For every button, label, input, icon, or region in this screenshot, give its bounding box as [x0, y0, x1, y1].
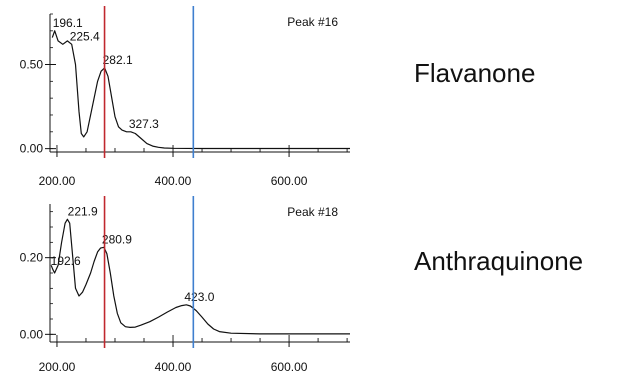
- peak-id-label: Peak #16: [287, 15, 338, 29]
- spectrum-line: [51, 30, 350, 150]
- peak-annotation: 280.9: [102, 232, 132, 246]
- spectrum-line: [50, 218, 350, 335]
- peak-id-label: Peak #18: [287, 205, 338, 219]
- peak-annotation: 221.9: [68, 204, 98, 218]
- x-tick-label: 600.00: [271, 174, 308, 188]
- y-tick-label: 0.20: [20, 251, 44, 265]
- chart-panel-flavanone: 0.00 0.50 200.00 400.00 600.00 196.1225.4282.…: [20, 6, 350, 188]
- peak-annotation: 282.1: [103, 53, 133, 67]
- peak-annotation: 327.3: [129, 117, 159, 131]
- y-tick-label: 0.00: [20, 327, 44, 341]
- chart-panel-anthraquinone: 0.00 0.20 200.00 400.00 600.00 221.9 192.6 280.…: [20, 196, 350, 374]
- x-tick-label: 400.00: [155, 174, 192, 188]
- y-tick-label: 0.00: [20, 142, 44, 156]
- x-tick-label: 200.00: [39, 360, 76, 374]
- compound-label-flavanone: Flavanone: [414, 58, 536, 88]
- peak-annotation: 225.4: [70, 29, 100, 43]
- peak-annotation: 192.6: [51, 254, 81, 268]
- x-tick-label: 600.00: [271, 360, 308, 374]
- x-tick-label: 400.00: [155, 360, 192, 374]
- peak-annotation: 196.1: [53, 16, 83, 30]
- peak-annotation: 423.0: [184, 290, 214, 304]
- y-tick-label: 0.50: [20, 57, 44, 71]
- compound-label-anthraquinone: Anthraquinone: [414, 246, 584, 276]
- x-tick-label: 200.00: [39, 174, 76, 188]
